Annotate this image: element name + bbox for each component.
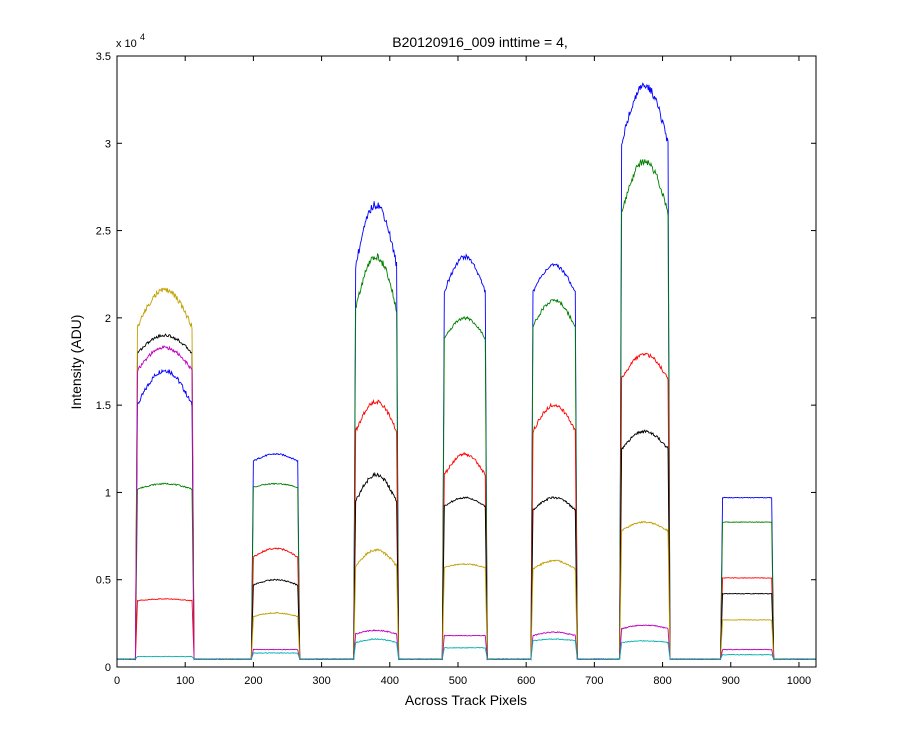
x-axis-ticks: 0 100 200 300 400 500 600 700 800 900 1000 [114, 56, 811, 687]
y-tick-label: 0 [105, 662, 111, 674]
y-multiplier-exponent: 4 [140, 32, 145, 42]
series-line [116, 345, 817, 661]
y-tick-label: 2 [105, 313, 111, 325]
x-tick-label: 900 [722, 675, 740, 687]
series-line [116, 638, 817, 661]
series-layer [116, 82, 817, 661]
x-tick-label: 400 [381, 675, 399, 687]
series-line [116, 159, 817, 661]
x-tick-label: 100 [176, 675, 194, 687]
series-line [116, 287, 817, 661]
x-tick-label: 800 [653, 675, 671, 687]
x-tick-label: 200 [244, 675, 262, 687]
y-multiplier-label: x 10 [116, 38, 137, 50]
chart-title: B20120916_009 inttime = 4, [392, 34, 568, 50]
series-line [116, 352, 817, 661]
x-tick-label: 500 [449, 675, 467, 687]
series-line [116, 82, 817, 661]
y-tick-label: 3 [105, 138, 111, 150]
x-tick-label: 1000 [787, 675, 811, 687]
plot-axes-box [116, 55, 817, 668]
x-tick-label: 700 [585, 675, 603, 687]
x-tick-label: 300 [312, 675, 330, 687]
y-axis-label: Intensity (ADU) [68, 315, 84, 410]
y-tick-label: 1.5 [96, 400, 111, 412]
y-tick-label: 0.5 [96, 575, 111, 587]
y-tick-label: 2.5 [96, 226, 111, 238]
y-axis-ticks: 0 0.5 1 1.5 2 2.5 3 3.5 [96, 51, 816, 674]
series-line [116, 333, 817, 661]
x-axis-label: Across Track Pixels [405, 692, 527, 708]
y-tick-label: 1 [105, 487, 111, 499]
x-tick-label: 600 [517, 675, 535, 687]
y-tick-label: 3.5 [96, 51, 111, 63]
x-tick-label: 0 [114, 675, 120, 687]
